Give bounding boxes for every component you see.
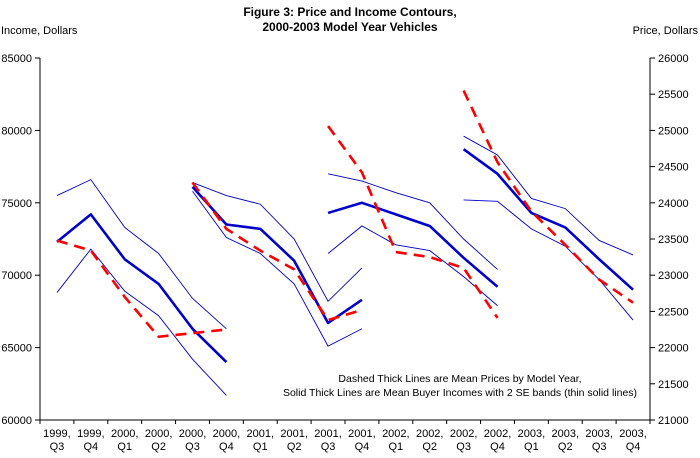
- mean-income-line-2001: [191, 186, 363, 325]
- mean-price-line-2002: [327, 125, 499, 319]
- x-axis-label-quarter: Q1: [388, 441, 403, 453]
- income-upper-2se-band-2003: [463, 135, 634, 256]
- x-axis-label-quarter: Q2: [287, 441, 302, 453]
- x-axis-label-quarter: Q4: [219, 441, 234, 453]
- right-axis-tick-label: 23000: [658, 270, 689, 282]
- x-axis-label-quarter: Q4: [490, 441, 505, 453]
- right-axis-tick-label: 26000: [658, 53, 689, 65]
- legend-annotation-line1: Dashed Thick Lines are Mean Prices by Mo…: [338, 373, 582, 385]
- left-axis-tick-label: 85000: [1, 53, 32, 65]
- x-axis-label-year: 2000,: [213, 428, 241, 440]
- mean-price-line-2000: [56, 239, 227, 339]
- left-axis-tick-label: 80000: [1, 125, 32, 137]
- chart-title-line2: 2000-2003 Model Year Vehicles: [262, 20, 438, 34]
- right-axis-tick-label: 24000: [658, 198, 689, 210]
- mean-income-line-2003: [462, 148, 634, 291]
- right-axis-tick-label: 21500: [658, 379, 689, 391]
- mean-price-line-2001: [191, 181, 363, 322]
- x-axis-label-year: 2001,: [314, 428, 342, 440]
- right-axis-tick-label: 23500: [658, 234, 689, 246]
- income-lower-2se-band-2003: [463, 199, 634, 321]
- x-axis-label-year: 2003,: [585, 428, 613, 440]
- x-axis-label-quarter: Q4: [355, 441, 370, 453]
- x-axis-label-year: 2002,: [484, 428, 512, 440]
- x-axis-label-quarter: Q2: [422, 441, 437, 453]
- x-axis-label-quarter: Q1: [117, 441, 132, 453]
- x-axis-label-year: 2000,: [111, 428, 139, 440]
- mean-income-line-2002: [327, 201, 499, 288]
- x-axis-label-year: 2003,: [518, 428, 546, 440]
- left-axis-tick-label: 65000: [1, 343, 32, 355]
- legend-annotation-line2: Solid Thick Lines are Mean Buyer Incomes…: [282, 387, 638, 399]
- x-axis-label-quarter: Q3: [592, 441, 607, 453]
- right-axis-unit-label: Price, Dollars: [632, 25, 698, 37]
- x-axis-label-year: 1999,: [43, 428, 71, 440]
- right-axis-tick-label: 22000: [658, 343, 689, 355]
- income-lower-2se-band-2000: [56, 248, 227, 396]
- right-axis-tick-label: 25000: [658, 125, 689, 137]
- x-axis-label-quarter: Q3: [185, 441, 200, 453]
- left-axis-tick-label: 60000: [1, 415, 32, 427]
- x-axis-label-year: 2001,: [280, 428, 308, 440]
- income-lower-2se-band-2001: [192, 190, 363, 347]
- x-axis-label-year: 2000,: [145, 428, 173, 440]
- x-axis-label-year: 2003,: [619, 428, 647, 440]
- income-lower-2se-band-2002: [327, 225, 498, 306]
- mean-income-line-2000: [56, 213, 228, 364]
- x-axis-label-quarter: Q1: [524, 441, 539, 453]
- x-axis-label-quarter: Q3: [321, 441, 336, 453]
- x-axis-label-quarter: Q2: [558, 441, 573, 453]
- x-axis-label-year: 2003,: [552, 428, 580, 440]
- right-axis-tick-label: 25500: [658, 89, 689, 101]
- right-axis-tick-label: 21000: [658, 415, 689, 427]
- x-axis-label-year: 2002,: [382, 428, 410, 440]
- chart-title-line1: Figure 3: Price and Income Contours,: [243, 5, 457, 19]
- left-axis-tick-label: 70000: [1, 270, 32, 282]
- x-axis-label-quarter: Q4: [626, 441, 641, 453]
- x-axis-label-quarter: Q1: [253, 441, 268, 453]
- x-axis-label-year: 2001,: [348, 428, 376, 440]
- x-axis-label-quarter: Q2: [151, 441, 166, 453]
- left-axis-unit-label: Income, Dollars: [1, 25, 78, 37]
- x-axis-label-quarter: Q3: [456, 441, 471, 453]
- mean-price-line-2003: [462, 90, 634, 304]
- x-axis-label-year: 2000,: [179, 428, 207, 440]
- x-axis-label-quarter: Q4: [83, 441, 98, 453]
- x-axis-label-year: 2002,: [416, 428, 444, 440]
- left-axis-tick-label: 75000: [1, 198, 32, 210]
- income-upper-2se-band-2000: [56, 179, 227, 330]
- income-upper-2se-band-2001: [192, 182, 363, 303]
- legend-annotation: Dashed Thick Lines are Mean Prices by Mo…: [250, 372, 670, 400]
- x-axis-label-year: 2002,: [450, 428, 478, 440]
- x-axis-label-quarter: Q3: [50, 441, 65, 453]
- chart-title: Figure 3: Price and Income Contours, 200…: [0, 5, 700, 35]
- right-axis-tick-label: 22500: [658, 306, 689, 318]
- income-upper-2se-band-2002: [327, 173, 498, 270]
- x-axis-label-year: 2001,: [247, 428, 275, 440]
- right-axis-tick-label: 24500: [658, 162, 689, 174]
- x-axis-label-year: 1999,: [77, 428, 105, 440]
